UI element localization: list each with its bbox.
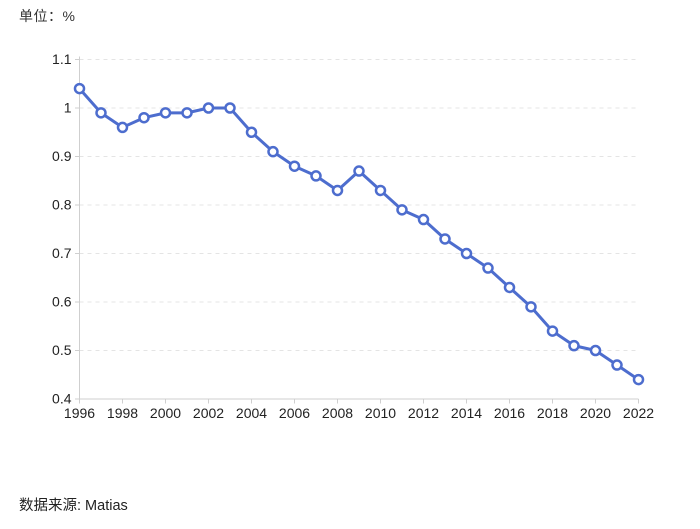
data-point-2011 xyxy=(396,204,408,216)
data-point-2000 xyxy=(159,107,172,119)
x-tick-label: 2014 xyxy=(451,405,482,421)
data-point-1996 xyxy=(73,82,86,95)
data-source-label: 数据来源: Matias xyxy=(19,498,128,514)
x-tick-label: 1996 xyxy=(64,405,95,421)
unit-label: 单位：% xyxy=(19,8,76,24)
data-point-2012 xyxy=(417,213,430,226)
x-tick-label: 2012 xyxy=(408,405,439,421)
x-tick-label: 2006 xyxy=(279,405,310,421)
y-tick-label: 0.7 xyxy=(52,245,72,261)
y-tick-label: 0.6 xyxy=(52,294,72,310)
data-point-2004 xyxy=(245,126,258,138)
data-point-2001 xyxy=(181,107,193,119)
x-tick-label: 2018 xyxy=(537,405,568,421)
x-tick-label: 2000 xyxy=(150,405,181,421)
y-tick-label: 0.8 xyxy=(52,197,72,213)
data-point-2003 xyxy=(224,102,236,114)
data-point-2008 xyxy=(331,184,344,197)
data-point-2010 xyxy=(374,184,387,197)
x-tick-label: 1998 xyxy=(107,405,138,421)
data-point-2006 xyxy=(288,160,301,172)
x-tick-label: 2020 xyxy=(580,405,611,421)
data-point-2022 xyxy=(632,373,645,386)
y-tick-label: 1.1 xyxy=(52,51,72,67)
data-point-2018 xyxy=(546,325,559,337)
data-point-2014 xyxy=(460,247,473,260)
x-tick-label: 2004 xyxy=(236,405,267,421)
y-tick-label: 0.9 xyxy=(52,148,72,164)
data-point-2019 xyxy=(568,339,580,352)
data-point-2007 xyxy=(310,170,322,182)
data-point-2015 xyxy=(482,262,494,274)
data-point-2009 xyxy=(353,165,365,177)
x-tick-label: 2002 xyxy=(193,405,224,421)
data-point-1999 xyxy=(138,111,150,124)
y-tick-label: 0.4 xyxy=(52,391,72,407)
data-point-2016 xyxy=(503,281,516,294)
data-point-2002 xyxy=(202,102,215,114)
data-point-2013 xyxy=(439,233,451,245)
data-point-2005 xyxy=(267,145,279,158)
data-point-1998 xyxy=(116,121,129,134)
x-tick-label: 2008 xyxy=(322,405,353,421)
data-point-2020 xyxy=(589,344,602,357)
data-point-2017 xyxy=(525,301,537,313)
y-tick-label: 1 xyxy=(64,100,72,116)
y-tick-label: 0.5 xyxy=(52,342,72,358)
x-tick-label: 2010 xyxy=(365,405,396,421)
data-point-2021 xyxy=(611,359,623,371)
x-tick-label: 2022 xyxy=(623,405,654,421)
data-point-1997 xyxy=(95,107,107,119)
x-tick-label: 2016 xyxy=(494,405,525,421)
